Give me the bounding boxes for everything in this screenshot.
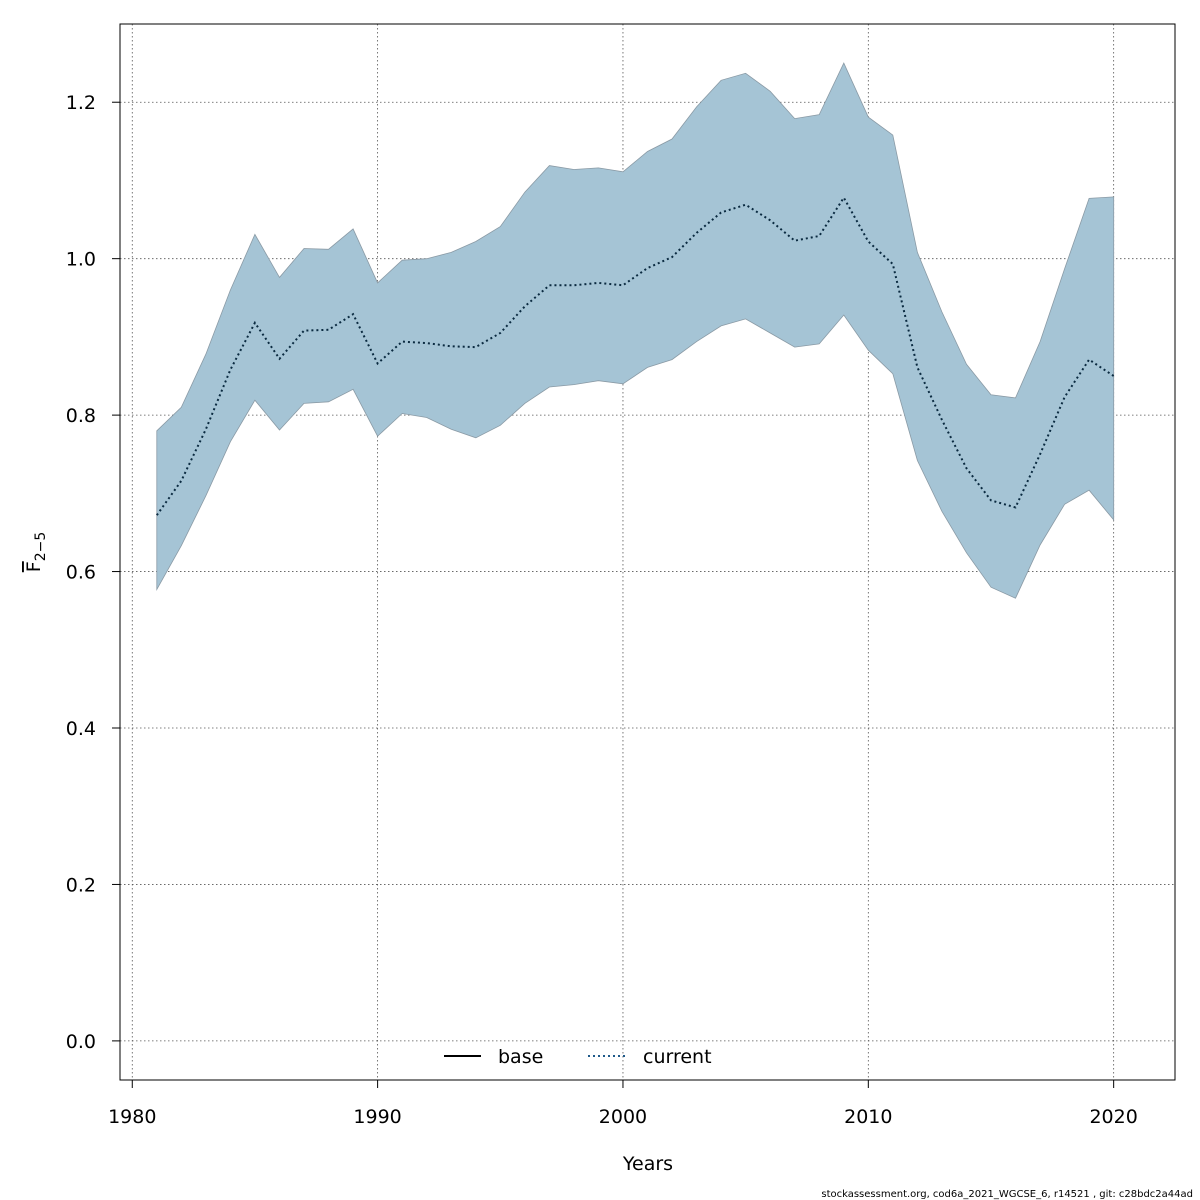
y-tick-label: 1.0 bbox=[66, 249, 96, 271]
x-tick-label: 2000 bbox=[599, 1106, 647, 1128]
x-tick-label: 1990 bbox=[353, 1106, 401, 1128]
legend-label-current: current bbox=[643, 1046, 712, 1068]
y-tick-label: 0.0 bbox=[66, 1031, 96, 1053]
y-tick-label: 0.4 bbox=[66, 718, 96, 740]
x-tick-label: 2010 bbox=[844, 1106, 892, 1128]
legend: base current bbox=[444, 1046, 712, 1068]
confidence-band bbox=[156, 62, 1115, 599]
x-tick-label: 2020 bbox=[1089, 1106, 1137, 1128]
axes: 1980 1990 2000 2010 2020 0.0 0.2 0.4 0.6 0.8 1.0 1.… bbox=[66, 92, 1138, 1128]
y-axis-title: F2−5 bbox=[23, 532, 49, 572]
y-tick-label: 0.2 bbox=[66, 874, 96, 896]
y-tick-label: 0.8 bbox=[66, 405, 96, 427]
x-axis-title: Years bbox=[622, 1153, 673, 1175]
y-axis-title-sub: 2−5 bbox=[33, 532, 49, 562]
y-tick-label: 0.6 bbox=[66, 562, 96, 584]
svg-text:F2−5: F2−5 bbox=[23, 532, 49, 572]
footer-note: stockassessment.org, cod6a_2021_WGCSE_6,… bbox=[821, 1189, 1193, 1200]
y-tick-label: 1.2 bbox=[66, 92, 96, 114]
legend-label-base: base bbox=[498, 1046, 543, 1068]
y-axis-title-main: F bbox=[23, 561, 45, 572]
x-tick-label: 1980 bbox=[108, 1106, 156, 1128]
confidence-band-layer bbox=[156, 62, 1115, 599]
plot-frame bbox=[119, 23, 1176, 1081]
